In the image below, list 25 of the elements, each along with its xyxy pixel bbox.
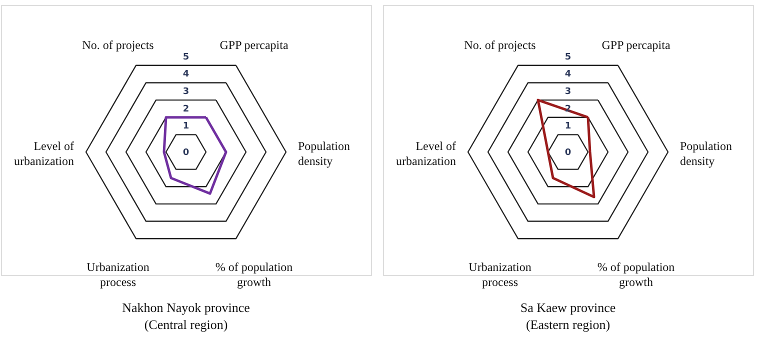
y-tick-label: 0 [564, 148, 572, 158]
y-tick-label: 4 [564, 70, 572, 80]
spoke-label: Population density [298, 139, 350, 168]
spoke-label: No. of projects [464, 38, 536, 52]
y-tick-label: 3 [182, 87, 190, 98]
text: Nakhon Nayok province (Central region) [122, 300, 250, 332]
y-tick-label: 1 [564, 122, 572, 132]
y-tick-label: 3 [564, 87, 572, 98]
spoke-label: Urbanization process [86, 260, 150, 289]
y-tick-label: 5 [564, 52, 572, 62]
spoke-label: GPP percapita [602, 38, 671, 52]
y-tick-label: 0 [182, 148, 190, 158]
spoke-label: Level of urbanization [14, 139, 74, 168]
spoke-label: Population density [680, 139, 732, 168]
y-tick-label: 1 [182, 122, 190, 132]
text: Sa Kaew province (Eastern region) [520, 300, 616, 332]
spoke-label: Level of urbanization [396, 139, 456, 168]
spoke-label: GPP percapita [220, 38, 289, 52]
spoke-label: No. of projects [82, 38, 154, 52]
y-tick-label: 5 [182, 52, 190, 62]
spoke-label: Urbanization process [468, 260, 532, 289]
y-tick-label: 2 [182, 104, 190, 114]
spoke-label: % of population growth [597, 260, 675, 289]
y-tick-label: 4 [182, 70, 190, 80]
spoke-label: % of population growth [215, 260, 293, 289]
